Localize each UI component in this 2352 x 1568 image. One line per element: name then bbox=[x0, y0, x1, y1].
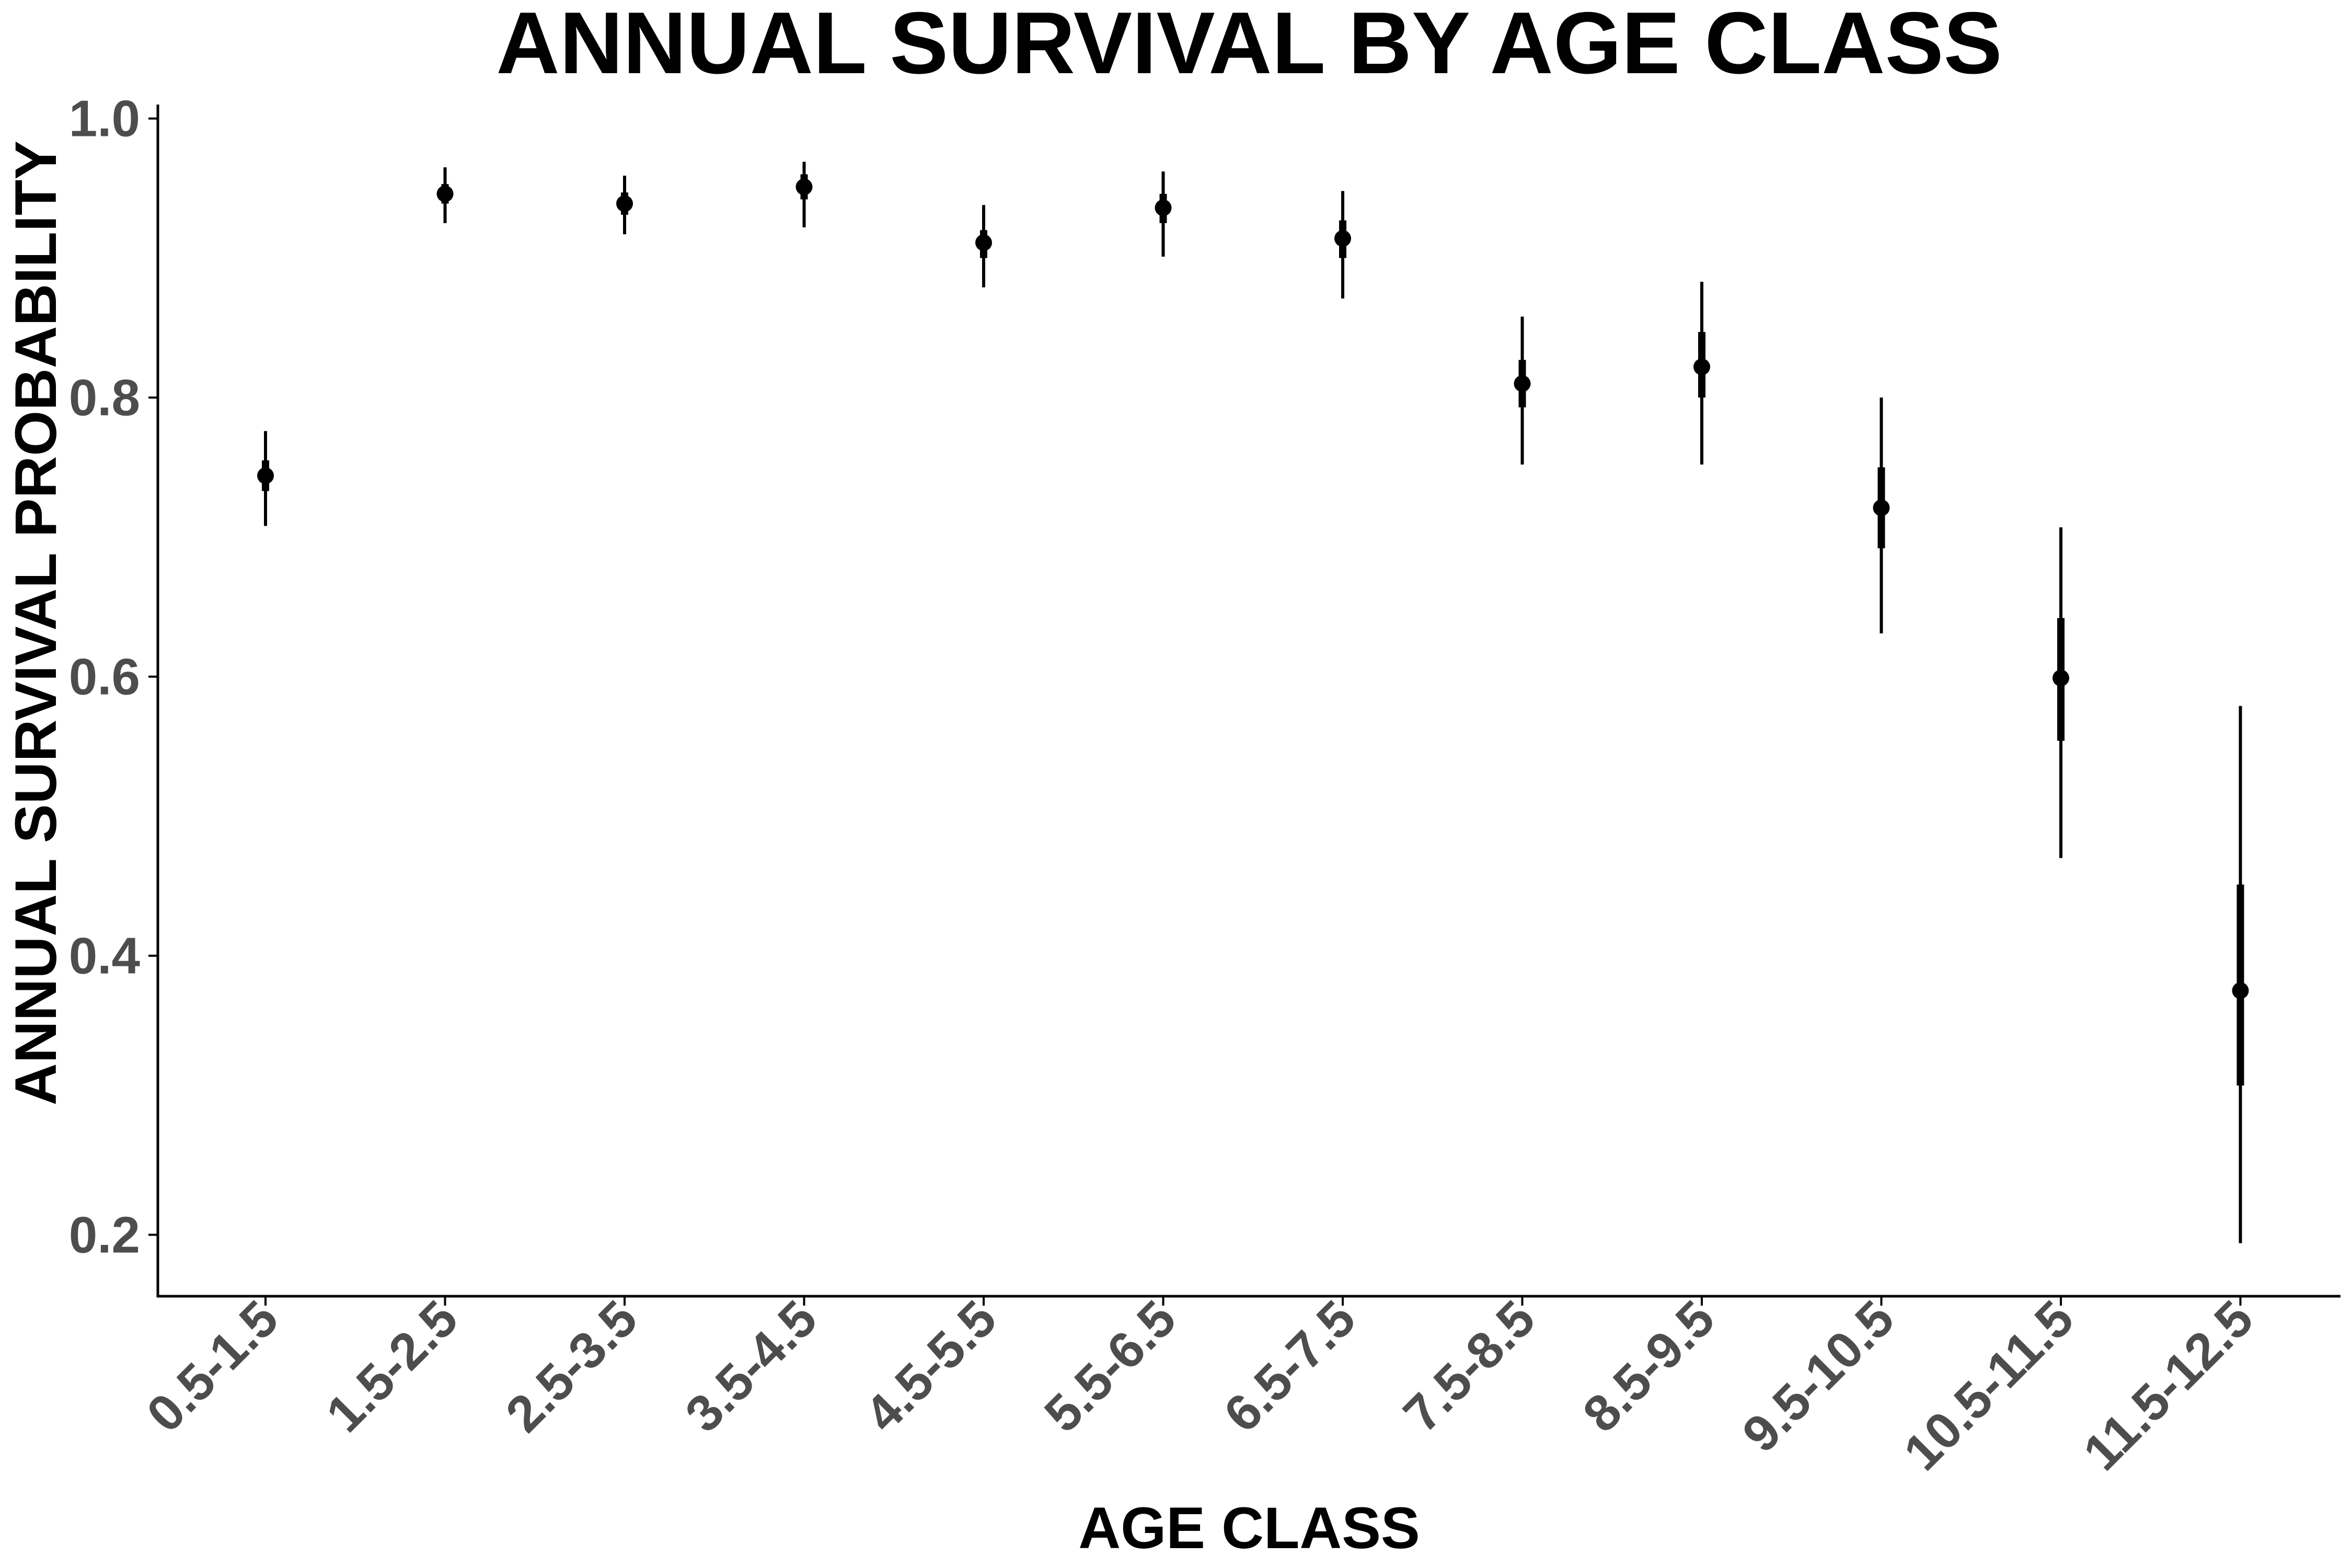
y-tick-label: 0.6 bbox=[69, 648, 140, 706]
x-tick-label: 4.5-5.5 bbox=[854, 1289, 1007, 1443]
data-point bbox=[436, 185, 454, 202]
y-tick-label: 0.2 bbox=[69, 1206, 140, 1264]
y-axis-title: ANNUAL SURVIVAL PROBABILITY bbox=[3, 141, 68, 1105]
data-point bbox=[616, 195, 633, 212]
x-tick-label: 10.5-11.5 bbox=[1893, 1289, 2084, 1481]
data-point bbox=[2053, 670, 2069, 687]
data-marks bbox=[257, 162, 2249, 1243]
x-tick-label: 11.5-12.5 bbox=[2072, 1289, 2264, 1481]
y-tick-label: 0.4 bbox=[69, 927, 140, 985]
data-point bbox=[975, 234, 992, 251]
x-tick-label: 5.5-6.5 bbox=[1033, 1289, 1187, 1443]
data-point bbox=[1155, 199, 1172, 216]
x-tick-label: 0.5-1.5 bbox=[135, 1289, 289, 1443]
x-tick-label: 1.5-2.5 bbox=[315, 1289, 469, 1443]
x-tick-label: 8.5-9.5 bbox=[1572, 1289, 1725, 1443]
x-axis-title: AGE CLASS bbox=[1078, 1495, 1420, 1561]
y-tick-label: 1.0 bbox=[69, 90, 140, 147]
x-tick-label: 2.5-3.5 bbox=[494, 1289, 648, 1443]
chart-title: ANNUAL SURVIVAL BY AGE CLASS bbox=[496, 0, 2002, 92]
y-tick-label: 0.8 bbox=[69, 369, 140, 426]
x-tick-label: 7.5-8.5 bbox=[1392, 1289, 1546, 1443]
y-axis-ticks: 0.2 0.4 0.6 0.8 1.0 bbox=[69, 90, 158, 1264]
data-point bbox=[1514, 375, 1531, 392]
data-point bbox=[1873, 499, 1890, 516]
data-point bbox=[257, 467, 274, 485]
data-point bbox=[2232, 982, 2249, 999]
data-point bbox=[1334, 230, 1351, 247]
x-axis-ticks: 0.5-1.5 1.5-2.5 2.5-3.5 3.5-4.5 4.5-5.5 5.5-6… bbox=[135, 1289, 2264, 1481]
x-tick-label: 9.5-10.5 bbox=[1731, 1289, 1905, 1463]
x-tick-label: 3.5-4.5 bbox=[674, 1289, 828, 1443]
x-tick-label: 6.5-7.5 bbox=[1213, 1289, 1366, 1443]
data-point bbox=[795, 178, 813, 195]
data-point bbox=[1693, 358, 1710, 375]
